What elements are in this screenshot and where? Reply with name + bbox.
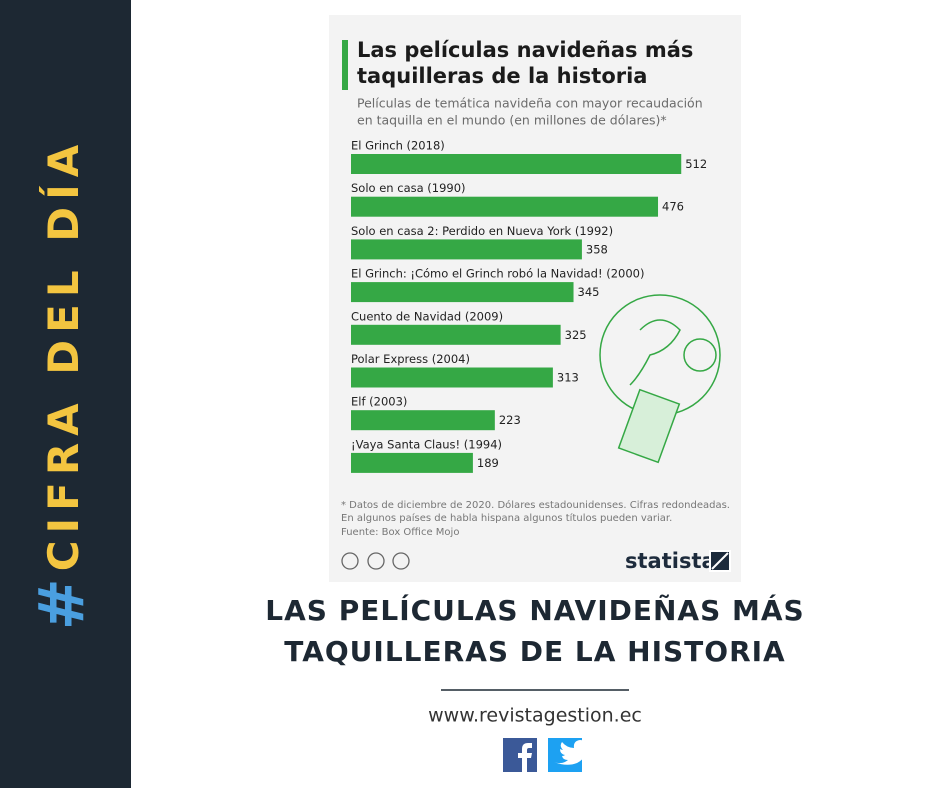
bar [351,196,659,217]
value-label: 223 [499,413,521,427]
website[interactable]: www.revistagestion.ec [428,705,642,727]
value-label: 189 [477,456,499,470]
bar [351,324,561,345]
chart-subtitle: Películas de temática navideña con mayor… [357,96,703,111]
value-label: 476 [662,200,684,214]
bar [351,239,582,260]
category-label: ¡Vaya Santa Claus! (1994) [351,437,502,451]
illustration-ornament [683,338,717,372]
category-label: Cuento de Navidad (2009) [351,309,503,323]
title-accent [342,40,348,90]
bar [351,367,553,388]
value-label: 313 [557,371,579,385]
illustration [599,294,721,464]
value-label: 345 [578,285,600,299]
chart-title: Las películas navideñas más [357,38,693,62]
twitter-icon[interactable] [548,738,589,772]
value-label: 358 [586,242,608,256]
value-label: 512 [685,157,707,171]
sidebar [0,0,131,788]
headline: TAQUILLERAS DE LA HISTORIA [284,635,785,668]
bar [351,154,682,174]
facebook-icon[interactable] [503,738,537,772]
illustration-ticket [617,388,681,464]
brand-icon [709,550,731,572]
footnote: En algunos países de habla hispana algun… [341,512,672,524]
category-label: Solo en casa (1990) [351,181,466,195]
value-label: 325 [565,328,587,342]
category-label: Solo en casa 2: Perdido en Nueva York (1… [351,224,613,238]
category-label: Elf (2003) [351,395,407,409]
category-label: Polar Express (2004) [351,352,470,366]
sidebar-text: CIFRA DEL DÍA [38,138,88,572]
sidebar-label: #CIFRA DEL DÍA [25,138,98,631]
footnote: * Datos de diciembre de 2020. Dólares es… [341,499,730,511]
chart-subtitle: en taquilla en el mundo (en millones de … [357,113,667,128]
source: Fuente: Box Office Mojo [341,527,459,538]
hashtag: # [25,571,98,630]
bar [351,452,473,473]
illustration-hand [629,319,681,386]
brand: statista [625,549,716,573]
bar [351,282,574,303]
headline: LAS PELÍCULAS NAVIDEÑAS MÁS [265,593,804,627]
license-icons [341,552,410,570]
chart-title: taquilleras de la historia [357,64,647,88]
category-label: El Grinch (2018) [351,139,445,153]
category-label: El Grinch: ¡Cómo el Grinch robó la Navid… [351,267,644,281]
bar [351,410,495,431]
